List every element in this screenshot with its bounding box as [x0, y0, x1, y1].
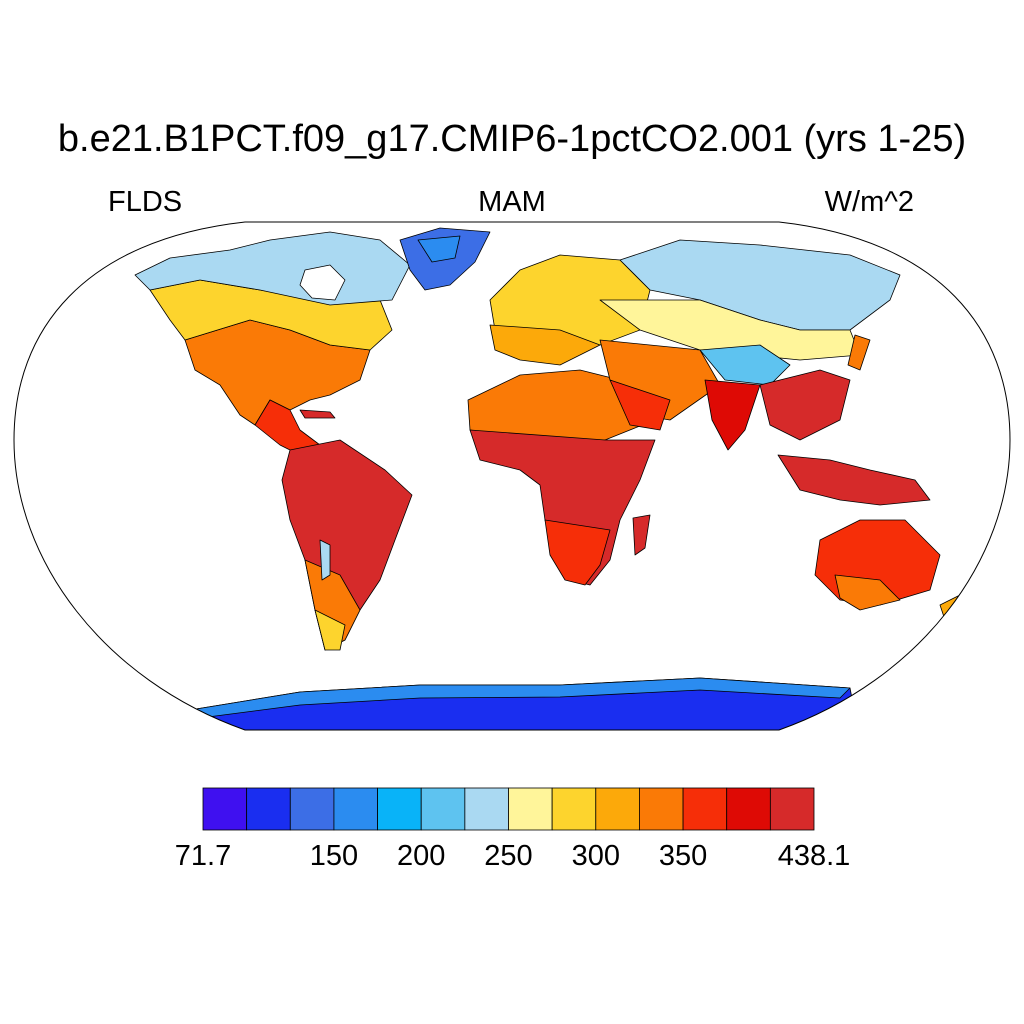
landmass-africa-south: [544, 519, 611, 586]
map-border: [13, 221, 1011, 731]
colorbar-swatch: [333, 787, 378, 831]
landmass-hudson-bay: [299, 264, 346, 301]
season-label: MAM: [478, 186, 546, 218]
landmass-patagonia: [314, 609, 346, 651]
colorbar-swatch: [769, 787, 815, 831]
colorbar-tick-label: 300: [571, 840, 620, 872]
colorbar-tick-label: 250: [484, 840, 533, 872]
landmass-southeast-asia: [759, 369, 851, 441]
landmass-arabia: [609, 379, 671, 431]
colorbar-swatch: [639, 787, 684, 831]
colorbar-swatch: [377, 787, 422, 831]
variable-label: FLDS: [108, 186, 183, 218]
colorbar-tick-label: 350: [658, 840, 708, 872]
units-label: W/m^2: [824, 186, 914, 218]
landmass-madagascar: [632, 514, 651, 556]
colorbar-swatch: [726, 787, 771, 831]
map-title: b.e21.B1PCT.f09_g17.CMIP6-1pctCO2.001 (y…: [57, 118, 967, 160]
landmass-india: [704, 379, 761, 451]
landmass-asia-north: [619, 239, 901, 331]
colorbar: [202, 787, 815, 831]
landmass-antarctica-coast: [189, 677, 851, 719]
colorbar-tick-label: 71.7: [174, 840, 232, 872]
landmass-new-zealand: [939, 589, 976, 621]
colorbar-swatch: [289, 787, 335, 831]
colorbar-swatch: [420, 787, 466, 831]
colorbar-swatch: [464, 787, 509, 831]
landmass-japan: [847, 334, 871, 371]
colorbar-swatch: [246, 787, 291, 831]
landmass-europe-south: [489, 324, 601, 366]
colorbar-swatch: [595, 787, 640, 831]
landmass-indonesia: [777, 454, 931, 506]
colorbar-swatch: [202, 787, 248, 831]
colorbar-swatch: [551, 787, 597, 831]
colorbar-swatch: [508, 787, 553, 831]
colorbar-tick-label: 200: [397, 840, 446, 872]
landmass-tibet: [699, 344, 791, 386]
colorbar-tick-label: 438.1: [777, 840, 851, 872]
colorbar-swatch: [682, 787, 728, 831]
landmass-caribbean: [299, 409, 336, 419]
colorbar-tick-label: 150: [309, 840, 359, 872]
landmass-greenland-core: [417, 235, 461, 263]
landmass-andes: [319, 539, 331, 581]
landmass-australia-south: [834, 574, 901, 611]
